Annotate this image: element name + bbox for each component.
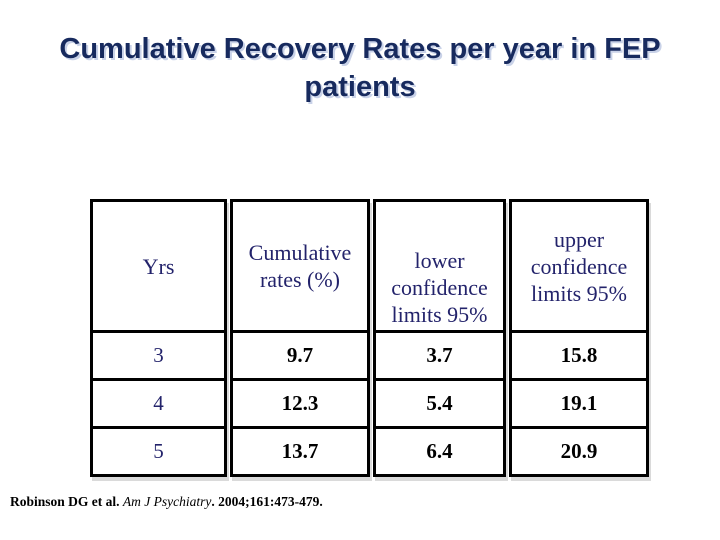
column-header-lower-confidence: lower confidence limits 95% [391,248,488,327]
cell-upper-confidence-limit: 19.1 [512,378,646,426]
cell-yrs: 5 [93,426,224,474]
column-header-cumulative-rates: Cumulative rates (%) [248,240,352,292]
cell-cumulative-rate: 9.7 [233,330,367,378]
table-column-lower-confidence: lower confidence limits 95% 3.7 5.4 6.4 [373,199,506,477]
page-title: Cumulative Recovery Rates per year in FE… [59,33,661,103]
citation-authors: Robinson DG et al. [10,494,120,509]
cell-lower-confidence-limit: 5.4 [376,378,503,426]
cell-upper-confidence-limit: 15.8 [512,330,646,378]
citation: Robinson DG et al. Am J Psychiatry. 2004… [10,494,323,510]
cell-upper-confidence-limit: 20.9 [512,426,646,474]
table-column-upper-confidence: upper confidence limits 95% 15.8 19.1 20… [509,199,649,477]
cell-lower-confidence-limit: 6.4 [376,426,503,474]
recovery-rates-table: Yrs 3 4 5 Cumulative rates (%) 9.7 12.3 … [90,199,649,477]
cell-cumulative-rate: 12.3 [233,378,367,426]
table-column-cumulative-rates: Cumulative rates (%) 9.7 12.3 13.7 [230,199,370,477]
cell-yrs: 4 [93,378,224,426]
cell-yrs: 3 [93,330,224,378]
cell-lower-confidence-limit: 3.7 [376,330,503,378]
citation-details: . 2004;161:473-479. [211,494,323,509]
citation-journal: Am J Psychiatry [122,494,212,509]
cell-cumulative-rate: 13.7 [233,426,367,474]
table-column-yrs: Yrs 3 4 5 [90,199,227,477]
column-header-upper-confidence: upper confidence limits 95% [530,226,628,306]
column-header-yrs: Yrs [142,253,175,279]
